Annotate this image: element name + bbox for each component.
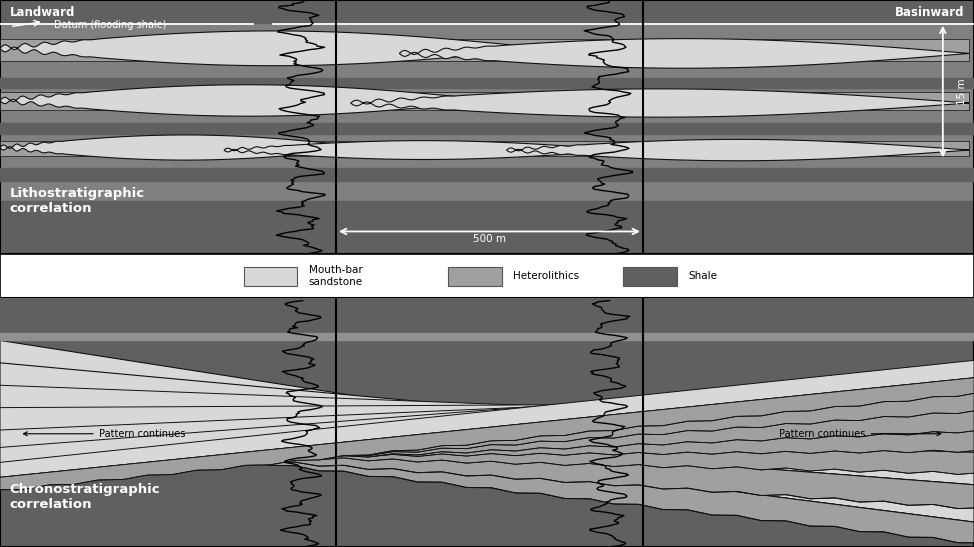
Polygon shape [399,39,969,68]
Polygon shape [0,363,974,485]
Polygon shape [0,393,974,480]
Text: 15 m: 15 m [957,78,967,105]
Polygon shape [0,422,974,474]
Polygon shape [0,141,969,156]
Polygon shape [0,298,974,547]
Polygon shape [0,360,974,478]
Text: Datum (flooding shale): Datum (flooding shale) [54,20,166,30]
Polygon shape [0,298,974,338]
Polygon shape [0,373,974,465]
Text: Shale: Shale [689,271,718,281]
Polygon shape [0,410,974,509]
Polygon shape [0,388,974,452]
Polygon shape [0,430,974,459]
Bar [623,267,677,286]
Polygon shape [0,298,974,338]
Polygon shape [0,135,370,160]
Polygon shape [0,85,497,116]
Polygon shape [0,403,974,438]
Polygon shape [224,141,623,160]
Bar [244,267,297,286]
Polygon shape [0,333,974,340]
Text: Pattern continues: Pattern continues [779,429,941,439]
Text: Pattern continues: Pattern continues [23,429,185,439]
Polygon shape [0,398,974,543]
Bar [448,267,502,286]
Polygon shape [0,385,974,452]
Text: Landward: Landward [10,7,75,19]
Text: Mouth-bar
sandstone: Mouth-bar sandstone [309,265,363,287]
Text: Lithostratigraphic
correlation: Lithostratigraphic correlation [10,187,145,215]
Text: Chronostratigraphic
correlation: Chronostratigraphic correlation [10,483,161,511]
Text: Basinward: Basinward [895,7,964,19]
Polygon shape [351,89,969,117]
Text: Heterolithics: Heterolithics [513,271,580,281]
Polygon shape [0,92,969,110]
Text: 500 m: 500 m [473,234,506,244]
Polygon shape [0,340,974,522]
Polygon shape [0,39,969,61]
Polygon shape [0,410,974,471]
Polygon shape [0,378,974,490]
Polygon shape [0,31,545,66]
Polygon shape [506,139,969,161]
